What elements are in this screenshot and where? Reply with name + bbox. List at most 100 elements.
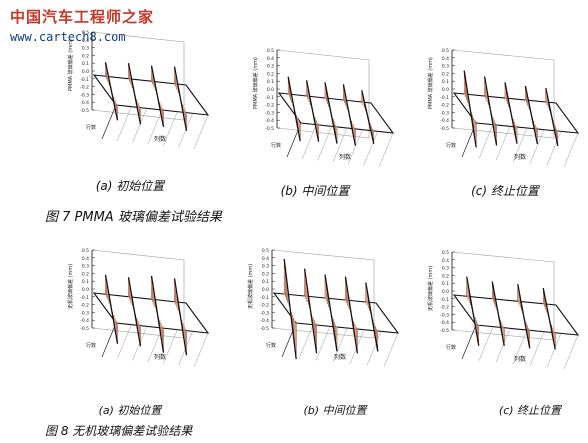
floor-grid-line	[529, 129, 545, 164]
series-line	[287, 76, 301, 142]
z-tick-label: 0.2	[442, 71, 449, 77]
z-tick-label: 0.2	[262, 271, 269, 277]
z-tick-label: -0.5	[265, 126, 274, 132]
base-plane	[92, 292, 210, 334]
plot-fig7c: 0.5 0.4 0.3 0.2 0.1 0.0 -0.1 -0.2 -0.3 -0.4 -0.5 PM…	[420, 38, 580, 188]
z-tick-label: -0.4	[265, 118, 274, 124]
floor-grid-line	[363, 131, 378, 166]
series-line	[303, 268, 318, 354]
z-tick-label: 0.4	[267, 56, 274, 62]
series-line	[324, 274, 338, 352]
z-tick-label: -0.3	[440, 110, 449, 116]
z-tick-label: 0.1	[442, 79, 449, 85]
y-axis-title: 列数	[339, 153, 351, 161]
z-tick-label: -0.3	[80, 310, 89, 316]
z-tick-label: -0.2	[265, 103, 274, 109]
series-line	[324, 82, 338, 144]
floor-grid-line	[117, 106, 132, 141]
z-tick-label: -0.2	[80, 303, 89, 309]
x-axis-title: 行数	[266, 342, 276, 349]
floor-grid-line	[193, 114, 209, 150]
depth-axis-line	[461, 324, 477, 360]
z-tick-label: -0.5	[440, 328, 449, 334]
z-tick-label: -0.2	[80, 85, 89, 91]
floor-grid-line	[317, 126, 332, 161]
floor-grid-line	[378, 132, 394, 168]
z-tick-label: -0.4	[260, 318, 269, 324]
z-tick-label: 0.4	[82, 256, 89, 262]
floor-grid-line	[132, 108, 147, 143]
series-line	[504, 82, 518, 144]
floor-grid-line	[478, 326, 494, 361]
z-tick-label: -0.4	[440, 320, 449, 326]
z-tick-label: -0.3	[260, 310, 269, 316]
x-axis-title: 行数	[446, 344, 456, 351]
series-line	[483, 76, 498, 146]
floor-grid-line	[332, 127, 348, 163]
floor-grid-line	[315, 326, 331, 361]
floor-grid-line	[512, 329, 528, 365]
figure8-caption: 图 8 无机玻璃偏差试验结果	[45, 424, 193, 438]
z-tick-label: -0.1	[265, 95, 274, 101]
z-tick-label: 0.0	[442, 289, 449, 295]
z-tick-label: -0.1	[80, 295, 89, 301]
z-tick-label: 0.5	[262, 248, 269, 254]
series-line	[365, 282, 379, 352]
z-axis-title: PMMA 玻璃偏差 (mm)	[67, 39, 74, 91]
z-axis-title: 无机玻璃偏差 (mm)	[67, 264, 74, 309]
series-line	[173, 66, 188, 132]
floor-grid-line	[147, 327, 163, 363]
z-tick-label: 0.1	[82, 61, 89, 67]
base-plane	[92, 74, 210, 116]
z-tick-label: 0.1	[442, 281, 449, 287]
z-tick-label: -0.1	[440, 95, 449, 101]
z-tick-label: 0.2	[267, 71, 274, 77]
z-tick-label: -0.1	[260, 295, 269, 301]
series-line	[127, 63, 142, 125]
series-line	[542, 288, 556, 350]
series-line	[104, 62, 119, 121]
floor-grid-line	[495, 328, 511, 363]
z-tick-label: 0.3	[262, 264, 269, 270]
x-axis-title: 行数	[271, 142, 281, 149]
floor-grid-line	[348, 129, 363, 164]
z-tick-label: -0.4	[440, 118, 449, 124]
floor-grid-line	[563, 132, 579, 168]
back-wall	[276, 49, 370, 139]
series-line	[342, 84, 357, 146]
series-line	[283, 258, 297, 360]
y-axis-title: 列数	[334, 353, 346, 361]
fig8a-caption: (a) 初始位置	[98, 404, 162, 417]
series-line	[150, 65, 165, 127]
z-tick-label: 0.4	[82, 38, 89, 44]
z-axis-title: 无机玻璃偏差 (mm)	[427, 266, 434, 311]
series-line	[344, 276, 359, 354]
z-tick-label: 0.1	[267, 79, 274, 85]
series-line	[127, 277, 142, 347]
series-line	[173, 278, 188, 356]
floor-grid-line	[147, 109, 163, 145]
floor-grid-line	[512, 127, 528, 163]
floor-grid-line	[478, 124, 494, 159]
z-tick-label: 0.4	[262, 256, 269, 262]
floor-grid-line	[117, 324, 132, 359]
z-tick-label: 0.3	[82, 46, 89, 52]
z-tick-label: 0.2	[442, 273, 449, 279]
series-line	[305, 80, 320, 142]
floor-grid-line	[563, 334, 579, 370]
z-tick-label: -0.2	[440, 103, 449, 109]
z-tick-label: 0.1	[82, 279, 89, 285]
series-line	[517, 283, 531, 349]
series-line	[466, 276, 480, 346]
z-tick-label: 0.5	[267, 48, 274, 54]
z-tick-label: -0.5	[80, 108, 89, 114]
depth-axis-line	[101, 322, 117, 358]
floor-grid-line	[366, 331, 382, 366]
floor-grid-line	[178, 113, 193, 148]
z-tick-label: -0.3	[80, 92, 89, 98]
fig8c-caption: (c) 终止位置	[498, 404, 562, 417]
z-tick-label: 0.0	[442, 87, 449, 93]
plot-fig7a: 0.5 0.4 0.3 0.2 0.1 0.0 -0.1 -0.2 -0.3 -0.4 -0.5 PM…	[60, 20, 210, 180]
x-axis-title: 行数	[86, 124, 96, 131]
z-tick-label: 0.2	[82, 53, 89, 59]
